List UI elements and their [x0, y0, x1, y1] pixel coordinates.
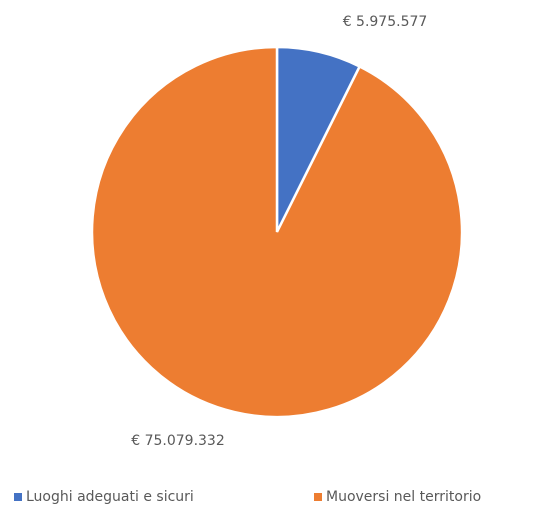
legend-swatch: [314, 493, 322, 501]
legend-label: Luoghi adeguati e sicuri: [26, 489, 194, 505]
legend-label: Muoversi nel territorio: [326, 489, 481, 505]
pie-slice: [90, 45, 464, 419]
data-label: € 5.975.577: [343, 14, 428, 30]
data-label: € 75.079.332: [131, 433, 225, 449]
legend-swatch: [14, 493, 22, 501]
